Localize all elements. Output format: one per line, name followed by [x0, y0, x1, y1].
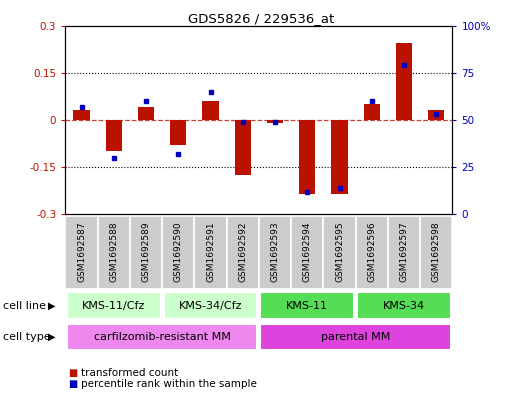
Text: GSM1692598: GSM1692598	[432, 221, 441, 282]
Bar	[291, 216, 323, 289]
Text: transformed count: transformed count	[81, 367, 178, 378]
Text: parental MM: parental MM	[321, 332, 390, 342]
Bar	[162, 216, 195, 289]
Bar	[323, 216, 356, 289]
Bar	[226, 216, 259, 289]
Text: cell line: cell line	[3, 301, 46, 310]
Bar	[388, 216, 420, 289]
Bar	[235, 120, 251, 175]
Text: KMS-34: KMS-34	[383, 301, 425, 310]
Text: GSM1692594: GSM1692594	[303, 221, 312, 282]
Text: KMS-34/Cfz: KMS-34/Cfz	[179, 301, 242, 310]
Bar	[138, 107, 154, 120]
Bar	[65, 216, 98, 289]
Bar	[396, 43, 412, 120]
Text: ▶: ▶	[48, 301, 55, 310]
Text: ▶: ▶	[48, 332, 55, 342]
Bar	[98, 216, 130, 289]
Bar	[260, 324, 451, 350]
Bar	[267, 120, 283, 123]
Bar	[299, 120, 315, 194]
Text: GSM1692591: GSM1692591	[206, 221, 215, 282]
Text: KMS-11: KMS-11	[286, 301, 328, 310]
Text: GSM1692590: GSM1692590	[174, 221, 183, 282]
Text: GSM1692587: GSM1692587	[77, 221, 86, 282]
Text: carfilzomib-resistant MM: carfilzomib-resistant MM	[94, 332, 231, 342]
Bar	[67, 324, 257, 350]
Bar	[106, 120, 122, 151]
Bar	[356, 216, 388, 289]
Bar	[363, 104, 380, 120]
Text: GDS5826 / 229536_at: GDS5826 / 229536_at	[188, 12, 335, 25]
Bar	[73, 110, 89, 120]
Text: ■: ■	[68, 379, 77, 389]
Text: ■: ■	[68, 367, 77, 378]
Text: GSM1692596: GSM1692596	[367, 221, 376, 282]
Bar	[195, 216, 226, 289]
Bar	[67, 292, 161, 319]
Bar	[170, 120, 186, 145]
Text: cell type: cell type	[3, 332, 50, 342]
Text: KMS-11/Cfz: KMS-11/Cfz	[82, 301, 145, 310]
Text: GSM1692595: GSM1692595	[335, 221, 344, 282]
Bar	[202, 101, 219, 120]
Text: GSM1692593: GSM1692593	[270, 221, 279, 282]
Bar	[332, 120, 348, 194]
Bar	[420, 216, 452, 289]
Bar	[357, 292, 451, 319]
Bar	[259, 216, 291, 289]
Text: GSM1692588: GSM1692588	[109, 221, 118, 282]
Text: GSM1692592: GSM1692592	[238, 221, 247, 282]
Text: percentile rank within the sample: percentile rank within the sample	[81, 379, 257, 389]
Bar	[164, 292, 257, 319]
Bar	[130, 216, 162, 289]
Bar	[260, 292, 354, 319]
Text: GSM1692589: GSM1692589	[142, 221, 151, 282]
Bar	[428, 110, 445, 120]
Text: GSM1692597: GSM1692597	[400, 221, 408, 282]
